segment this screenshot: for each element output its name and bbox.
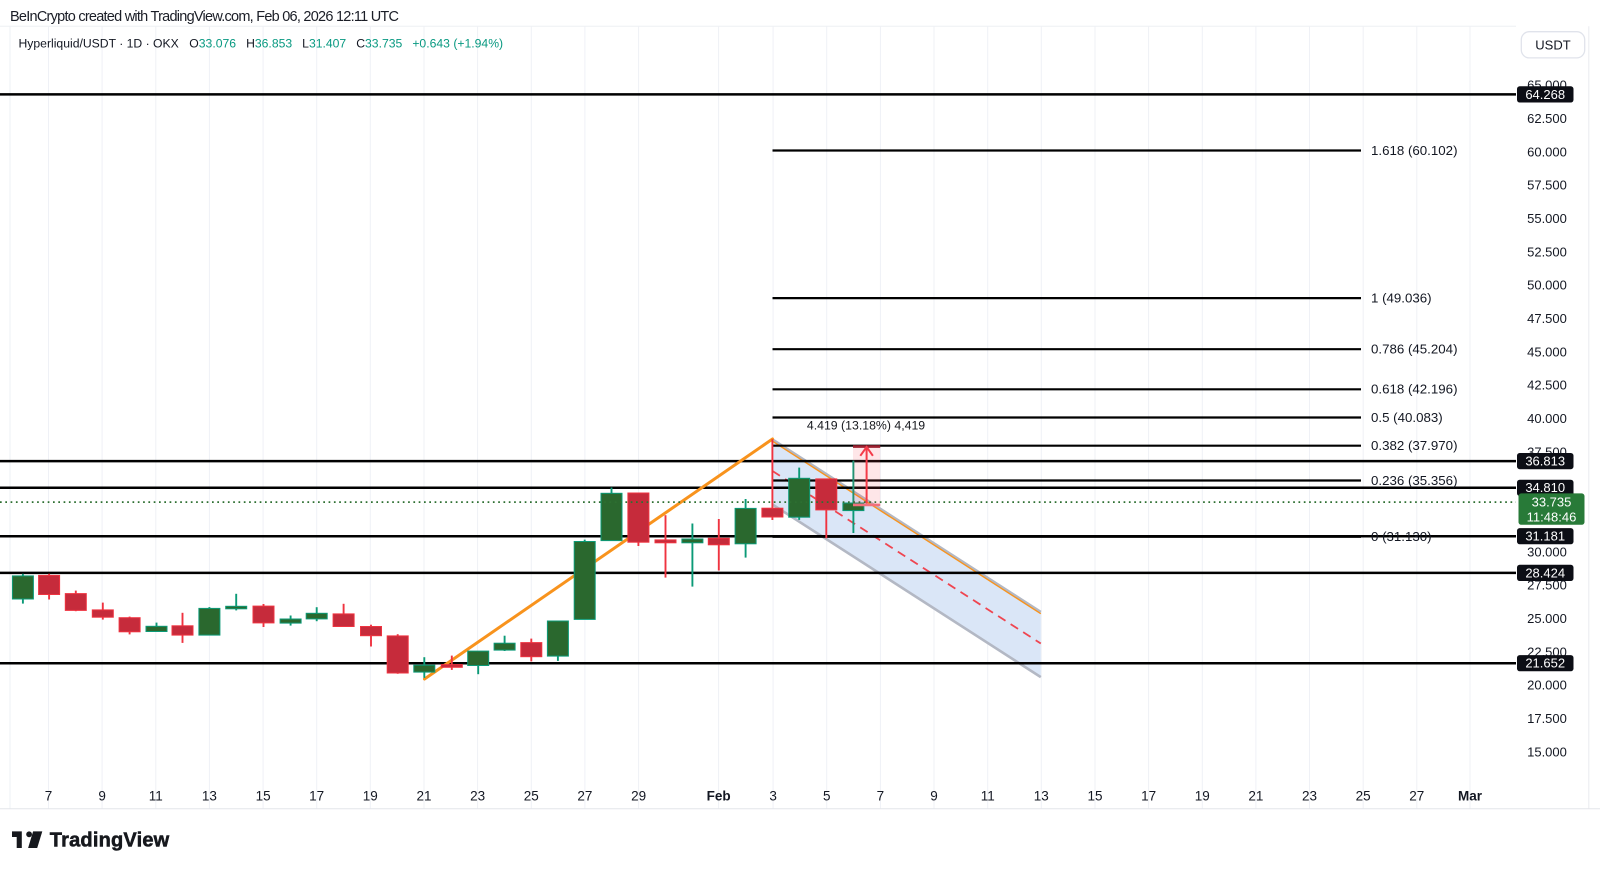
svg-text:55.000: 55.000	[1527, 211, 1567, 226]
svg-text:36.813: 36.813	[1525, 454, 1565, 469]
svg-text:15: 15	[1087, 789, 1102, 804]
svg-text:19: 19	[1195, 789, 1210, 804]
svg-text:25.000: 25.000	[1527, 611, 1567, 626]
svg-text:19: 19	[363, 789, 378, 804]
svg-text:Feb: Feb	[707, 789, 731, 804]
svg-text:9: 9	[930, 789, 938, 804]
svg-text:1 (49.036): 1 (49.036)	[1371, 290, 1432, 305]
svg-text:17.500: 17.500	[1527, 711, 1567, 726]
svg-text:13: 13	[1034, 789, 1049, 804]
svg-text:27: 27	[1409, 789, 1424, 804]
svg-text:60.000: 60.000	[1527, 144, 1567, 159]
svg-text:15: 15	[256, 789, 271, 804]
svg-text:7: 7	[45, 789, 53, 804]
svg-text:52.500: 52.500	[1527, 244, 1567, 259]
svg-text:0.786 (45.204): 0.786 (45.204)	[1371, 342, 1458, 357]
svg-text:27.500: 27.500	[1527, 578, 1567, 593]
svg-text:21.652: 21.652	[1525, 656, 1565, 671]
svg-text:42.500: 42.500	[1527, 378, 1567, 393]
svg-text:11:48:46: 11:48:46	[1527, 509, 1577, 524]
svg-text:31.181: 31.181	[1525, 529, 1565, 544]
svg-text:20.000: 20.000	[1527, 678, 1567, 693]
svg-text:23: 23	[1302, 789, 1317, 804]
svg-text:25: 25	[524, 789, 539, 804]
svg-text:15.000: 15.000	[1527, 744, 1567, 759]
svg-text:17: 17	[1141, 789, 1156, 804]
svg-text:4.419 (13.18%) 4,419: 4.419 (13.18%) 4,419	[807, 419, 925, 433]
svg-text:BeInCrypto created with Tradin: BeInCrypto created with TradingView.com,…	[10, 9, 399, 25]
svg-text:23: 23	[470, 789, 485, 804]
svg-text:27: 27	[577, 789, 592, 804]
svg-text:0.236 (35.356): 0.236 (35.356)	[1371, 473, 1458, 488]
svg-text:45.000: 45.000	[1527, 344, 1567, 359]
svg-text:Mar: Mar	[1458, 789, 1483, 804]
svg-text:40.000: 40.000	[1527, 411, 1567, 426]
svg-text:47.500: 47.500	[1527, 311, 1567, 326]
svg-text:62.500: 62.500	[1527, 111, 1567, 126]
svg-text:11: 11	[149, 789, 163, 804]
svg-text:0.5 (40.083): 0.5 (40.083)	[1371, 410, 1443, 425]
svg-text:30.000: 30.000	[1527, 544, 1567, 559]
svg-text:28.424: 28.424	[1525, 565, 1565, 580]
svg-text:7: 7	[877, 789, 885, 804]
svg-text:TradingView: TradingView	[50, 830, 170, 852]
svg-text:21: 21	[416, 789, 431, 804]
svg-text:21: 21	[1248, 789, 1263, 804]
svg-text:34.810: 34.810	[1525, 480, 1565, 495]
svg-text:9: 9	[98, 789, 106, 804]
svg-text:29: 29	[631, 789, 646, 804]
svg-text:25: 25	[1356, 789, 1371, 804]
svg-text:57.500: 57.500	[1527, 178, 1567, 193]
svg-text:17: 17	[309, 789, 324, 804]
svg-text:33.735: 33.735	[1532, 495, 1572, 510]
svg-text:5: 5	[823, 789, 831, 804]
svg-text:0.382 (37.970): 0.382 (37.970)	[1371, 438, 1458, 453]
svg-text:3: 3	[769, 789, 777, 804]
svg-text:1.618 (60.102): 1.618 (60.102)	[1371, 143, 1458, 158]
svg-text:0 (31.130): 0 (31.130)	[1371, 529, 1432, 544]
svg-text:0.618 (42.196): 0.618 (42.196)	[1371, 382, 1458, 397]
svg-text:13: 13	[202, 789, 217, 804]
svg-text:USDT: USDT	[1535, 38, 1570, 53]
svg-text:64.268: 64.268	[1525, 87, 1565, 102]
svg-text:50.000: 50.000	[1527, 278, 1567, 293]
svg-text:11: 11	[981, 789, 995, 804]
